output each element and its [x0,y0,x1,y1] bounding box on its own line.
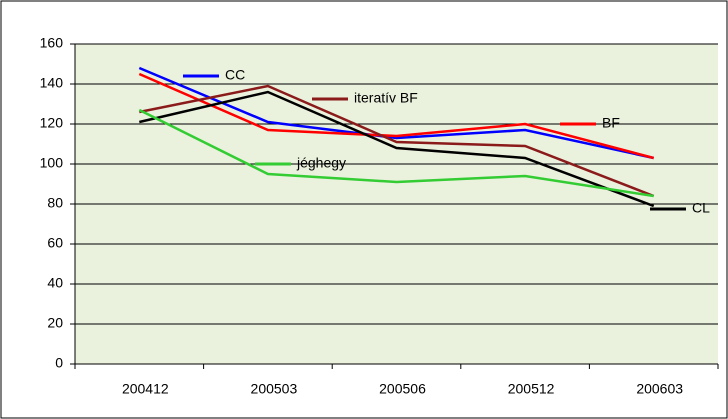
series-line [139,84,655,198]
legend-label: BF [602,115,620,131]
legend-label: CL [692,200,710,216]
y-tick-label: 120 [40,115,64,131]
y-tick-label: 60 [47,235,63,251]
legend-label: CC [225,67,245,83]
y-tick-label: 20 [47,315,63,331]
y-tick-label: 80 [47,195,63,211]
legend-label: jéghegy [296,155,346,171]
x-tick-label: 200512 [508,381,555,397]
y-tick-label: 40 [47,275,63,291]
x-tick-label: 200503 [251,381,298,397]
y-tick-label: 0 [55,355,63,371]
legend-label: iteratív BF [354,90,418,106]
series-line [139,90,655,208]
series-line [138,72,655,160]
y-tick-label: 100 [40,155,64,171]
y-tick-label: 140 [40,75,64,91]
x-tick-label: 200412 [122,381,169,397]
y-tick-label: 160 [40,35,64,51]
x-tick-label: 200506 [379,381,426,397]
x-tick-label: 200603 [636,381,683,397]
series-line [138,66,654,160]
series-line [138,108,654,198]
